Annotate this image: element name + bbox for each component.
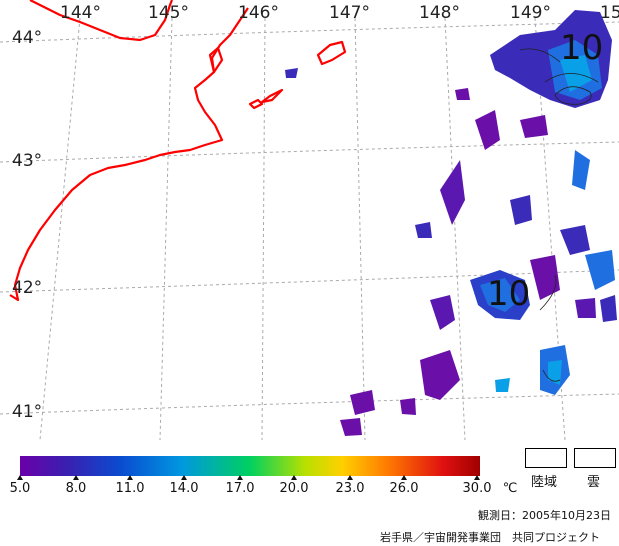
colorbar-tick: [181, 475, 187, 480]
longitude-label: 145°: [148, 3, 189, 23]
colorbar-unit: ℃: [502, 481, 518, 496]
longitude-label: 148°: [419, 3, 460, 23]
sea-surface-temperature-map: [0, 0, 619, 440]
colorbar-tick-label: 17.0: [225, 481, 255, 496]
cloud-legend-label: 雲: [587, 475, 601, 490]
temperature-color-bar: [20, 456, 480, 476]
longitude-label: 149°: [510, 3, 551, 23]
observation-date: 観測日：2005年10月23日: [478, 509, 611, 522]
colorbar-tick: [401, 475, 407, 480]
land-legend-label: 陸域: [531, 475, 558, 490]
colorbar-tick-label: 20.0: [279, 481, 309, 496]
coastline: [9, 0, 347, 302]
colorbar-tick-label: 5.0: [9, 481, 31, 496]
graticule: [0, 17, 619, 440]
cloud-legend-swatch: [574, 448, 616, 468]
latitude-label: 42°: [12, 278, 43, 298]
colorbar-tick-label: 26.0: [389, 481, 419, 496]
longitude-label: 147°: [329, 3, 370, 23]
colorbar-tick-label: 30.0: [462, 481, 492, 496]
colorbar-tick: [291, 475, 297, 480]
latitude-label: 43°: [12, 151, 43, 171]
colorbar-tick: [127, 475, 133, 480]
colorbar-tick-label: 14.0: [169, 481, 199, 496]
colorbar-tick: [347, 475, 353, 480]
colorbar-tick-label: 11.0: [115, 481, 145, 496]
contour-label: 10: [560, 28, 604, 68]
land-legend-swatch: [525, 448, 567, 468]
contour-label: 10: [487, 274, 531, 314]
sst-patches: [285, 10, 617, 436]
credit-line: 岩手県／宇宙開発事業団 共同プロジェクト: [380, 531, 600, 544]
longitude-label: 144°: [60, 3, 101, 23]
longitude-label: 146°: [238, 3, 279, 23]
colorbar-tick-label: 8.0: [65, 481, 87, 496]
colorbar-tick: [73, 475, 79, 480]
latitude-label: 44°: [12, 28, 43, 48]
isotherm-contours: [519, 48, 599, 382]
latitude-label: 41°: [12, 402, 43, 422]
colorbar-tick-label: 23.0: [335, 481, 365, 496]
colorbar-tick: [17, 475, 23, 480]
longitude-label: 15: [600, 3, 619, 23]
colorbar-tick: [237, 475, 243, 480]
colorbar-tick: [474, 475, 480, 480]
